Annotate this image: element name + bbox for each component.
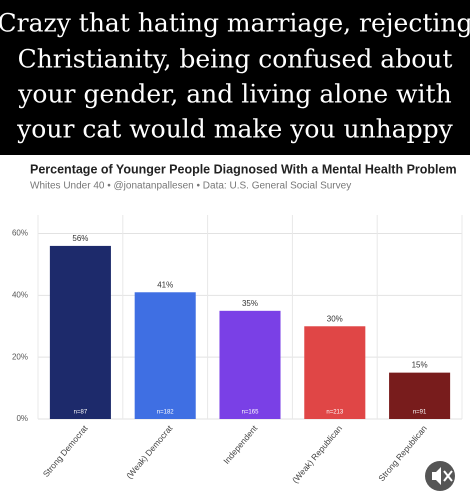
value-label: 30% <box>327 314 343 323</box>
sample-label: n=91 <box>413 410 427 416</box>
value-label: 35% <box>242 299 258 308</box>
caption-line: Christianity, being confused about <box>18 45 453 74</box>
y-tick-label: 40% <box>12 290 28 299</box>
y-tick-label: 60% <box>12 229 28 238</box>
chart-subtitle: Whites Under 40 • @jonatanpallesen • Dat… <box>30 181 351 192</box>
sample-label: n=182 <box>157 410 175 416</box>
value-label: 56% <box>72 234 88 243</box>
y-tick-label: 20% <box>12 352 28 361</box>
bar <box>304 326 366 419</box>
caption-line: your cat would make you unhappy <box>16 115 454 144</box>
chart-title: Percentage of Younger People Diagnosed W… <box>30 162 457 176</box>
bar <box>49 245 111 419</box>
bar <box>134 292 196 419</box>
sample-label: n=165 <box>242 410 260 416</box>
caption-line: your gender, and living alone with <box>17 80 451 109</box>
caption-band <box>0 0 470 155</box>
bar <box>219 310 281 419</box>
value-label: 41% <box>157 280 173 289</box>
caption-line: Crazy that hating marriage, rejecting <box>0 9 470 38</box>
mute-icon[interactable] <box>425 461 455 491</box>
value-label: 15% <box>412 361 428 370</box>
y-tick-label: 0% <box>16 414 28 423</box>
sample-label: n=213 <box>326 410 344 416</box>
sample-label: n=87 <box>74 410 88 416</box>
bar <box>389 372 451 419</box>
